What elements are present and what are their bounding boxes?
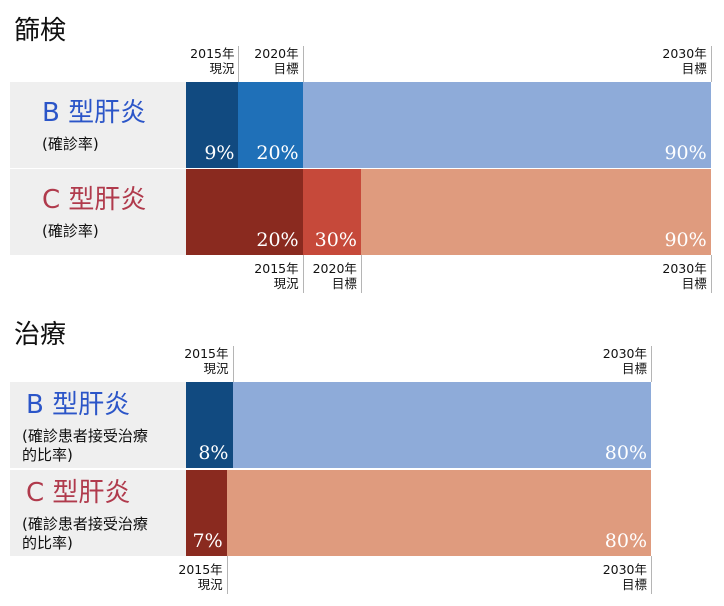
screening-hepb-label-panel: B 型肝炎 (確診率) <box>10 82 186 168</box>
screening-bottom-marker-label-3: 2030年 目標 <box>662 261 706 291</box>
treatment-bottom-marker-line-2 <box>651 556 652 594</box>
screening-hepc-name: C 型肝炎 <box>42 185 147 215</box>
treatment-hepc-name: C 型肝炎 <box>26 478 131 508</box>
screening-hepc-label-panel: C 型肝炎 (確診率) <box>10 169 186 255</box>
treatment-top-marker-line-2 <box>651 346 652 382</box>
screening-bottom-marker-line-1 <box>302 255 304 293</box>
treatment-hepc-subtitle-1: (確診患者接受治療 <box>22 515 148 533</box>
screening-bottom-marker-line-2 <box>360 255 362 293</box>
screening-hepb-value-label-1: 9% <box>204 142 235 164</box>
screening-hepc-bar-segment-3 <box>360 169 711 255</box>
treatment-bottom-marker-label-1: 2015年 現況 <box>178 562 222 592</box>
marker-status: 現況 <box>273 276 299 291</box>
screening-top-marker-label-3: 2030年 目標 <box>662 46 706 76</box>
screening-title: 篩検 <box>14 16 67 46</box>
treatment-hepb-bar-segment-2 <box>232 382 651 468</box>
marker-year: 2020年 <box>312 261 357 276</box>
treatment-hepb-subtitle-1: (確診患者接受治療 <box>22 427 148 445</box>
screening-top-marker-label-1: 2015年 現況 <box>190 46 234 76</box>
treatment-top-marker-label-1: 2015年 現況 <box>184 346 228 376</box>
screening-top-marker-label-2: 2020年 目標 <box>254 46 298 76</box>
marker-status: 目標 <box>621 577 647 592</box>
treatment-hepc-bar-segment-1 <box>186 470 227 556</box>
treatment-hepb-subtitle-2: 的比率) <box>22 446 73 464</box>
screening-hepc-bar-segment-1 <box>186 169 303 255</box>
screening-hepb-subtitle: (確診率) <box>42 135 99 153</box>
screening-hepc-subtitle: (確診率) <box>42 222 99 240</box>
screening-top-marker-line-1 <box>238 46 240 82</box>
treatment-hepb-name: B 型肝炎 <box>26 390 131 420</box>
marker-year: 2020年 <box>254 46 299 61</box>
marker-status: 目標 <box>621 361 647 376</box>
screening-hepc-value-label-2: 30% <box>314 229 357 251</box>
treatment-bottom-marker-label-2: 2030年 目標 <box>603 562 647 592</box>
screening-hepb-value-label-2: 20% <box>256 142 299 164</box>
treatment-hepc-label-panel: C 型肝炎 (確診患者接受治療 的比率) <box>10 470 186 556</box>
marker-year: 2030年 <box>662 46 707 61</box>
treatment-hepb-value-label-2: 80% <box>604 442 647 464</box>
treatment-bottom-marker-line-1 <box>226 556 228 594</box>
marker-status: 目標 <box>273 61 299 76</box>
screening-hepb-name: B 型肝炎 <box>42 98 147 128</box>
treatment-hepc-value-label-1: 7% <box>192 530 223 552</box>
treatment-top-marker-label-2: 2030年 目標 <box>603 346 647 376</box>
screening-hepb-bar-segment-3 <box>302 82 711 168</box>
marker-status: 目標 <box>331 276 357 291</box>
marker-year: 2030年 <box>602 346 647 361</box>
treatment-hepb-label-panel: B 型肝炎 (確診患者接受治療 的比率) <box>10 382 186 468</box>
treatment-hepb-value-label-1: 8% <box>198 442 229 464</box>
screening-hepb-bar-segment-2 <box>238 82 303 168</box>
screening-hepc-value-label-3: 90% <box>664 229 707 251</box>
marker-year: 2030年 <box>602 562 647 577</box>
screening-top-marker-line-3 <box>710 46 712 82</box>
marker-status: 目標 <box>681 276 707 291</box>
screening-bottom-marker-label-2: 2020年 目標 <box>313 261 357 291</box>
treatment-top-marker-line-1 <box>232 346 234 382</box>
screening-hepc-value-label-1: 20% <box>256 229 299 251</box>
marker-year: 2015年 <box>184 346 229 361</box>
screening-bottom-marker-line-3 <box>710 255 712 293</box>
screening-bottom-marker-label-1: 2015年 現況 <box>254 261 298 291</box>
treatment-hepc-bar-segment-2 <box>226 470 651 556</box>
treatment-title: 治療 <box>14 320 67 350</box>
treatment-hepc-value-label-2: 80% <box>604 530 647 552</box>
marker-status: 現況 <box>209 61 235 76</box>
marker-status: 目標 <box>681 61 707 76</box>
marker-status: 現況 <box>203 361 229 376</box>
marker-year: 2015年 <box>178 562 223 577</box>
screening-hepb-bar-segment-1 <box>186 82 239 168</box>
treatment-hepc-subtitle-2: 的比率) <box>22 534 73 552</box>
treatment-hepb-bar-segment-1 <box>186 382 233 468</box>
screening-hepb-value-label-3: 90% <box>664 142 707 164</box>
marker-year: 2030年 <box>662 261 707 276</box>
screening-hepc-bar-segment-2 <box>302 169 361 255</box>
marker-status: 現況 <box>197 577 223 592</box>
marker-year: 2015年 <box>190 46 235 61</box>
marker-year: 2015年 <box>254 261 299 276</box>
screening-top-marker-line-2 <box>302 46 304 82</box>
